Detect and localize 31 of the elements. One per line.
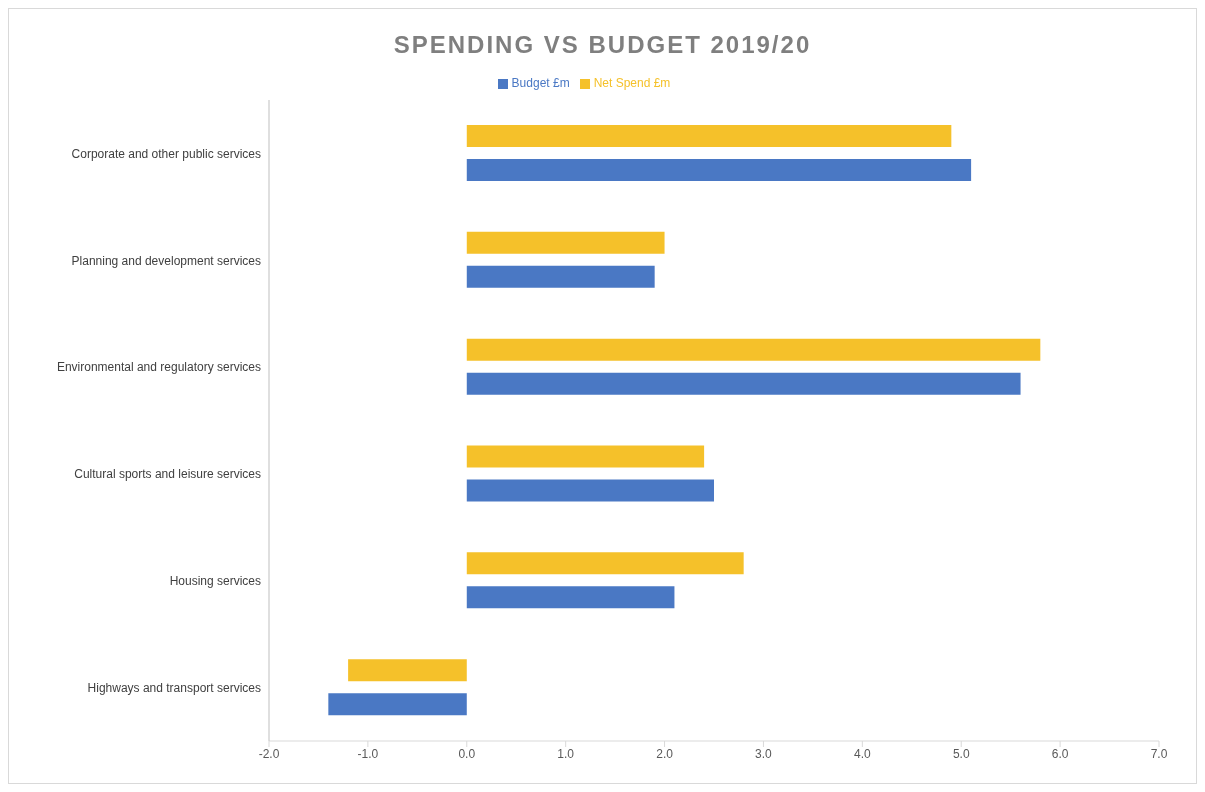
bar <box>466 445 705 468</box>
x-tick-label: 6.0 <box>1051 746 1069 761</box>
chart-title: SPENDING VS BUDGET 2019/20 <box>392 30 813 60</box>
bar <box>466 125 952 147</box>
legend-label: Net Spend £m <box>593 76 671 90</box>
x-tick-label: 4.0 <box>853 746 871 761</box>
x-tick-label: 0.0 <box>458 746 476 761</box>
x-tick-label: 7.0 <box>1150 746 1168 761</box>
bar <box>466 338 1041 361</box>
y-tick-label: Corporate and other public services <box>71 146 261 161</box>
bar <box>466 586 675 609</box>
y-tick-label: Highways and transport services <box>87 680 261 695</box>
bar <box>466 231 665 254</box>
bar <box>466 265 655 288</box>
x-tick-label: 2.0 <box>656 746 674 761</box>
x-tick-label: -2.0 <box>258 746 280 761</box>
y-tick-label: Housing services <box>169 574 261 589</box>
x-tick-label: 1.0 <box>557 746 575 761</box>
bar <box>466 479 714 502</box>
x-tick-label: 5.0 <box>952 746 970 761</box>
x-tick-label: -1.0 <box>357 746 379 761</box>
y-tick-label: Planning and development services <box>71 253 261 268</box>
bar <box>466 159 972 181</box>
bar <box>466 372 1021 395</box>
x-tick-label: 3.0 <box>755 746 773 761</box>
y-tick-label: Environmental and regulatory services <box>56 360 261 375</box>
y-tick-label: Cultural sports and leisure services <box>74 467 261 482</box>
bar <box>348 659 467 682</box>
legend-label: Budget £m <box>511 76 570 90</box>
bar <box>328 693 467 716</box>
bar <box>466 552 744 575</box>
